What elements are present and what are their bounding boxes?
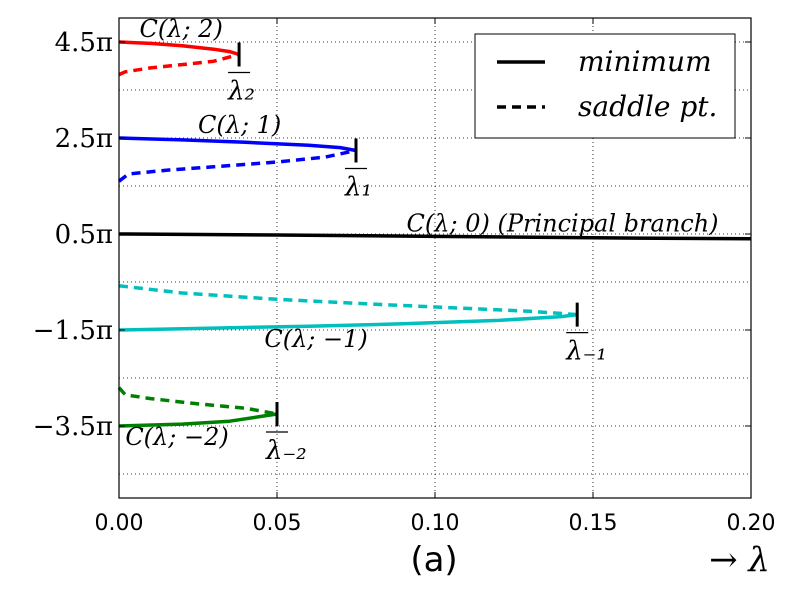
- x-tick-label: 0.15: [569, 511, 618, 536]
- y-tick-label: 0.5π: [55, 220, 113, 250]
- x-axis-label: → λ: [709, 540, 770, 580]
- y-tick-label: −1.5π: [33, 316, 113, 346]
- series-c-1-saddle: [118, 284, 578, 317]
- series-group: [117, 40, 752, 428]
- series-c-0-principal: [118, 232, 752, 241]
- series-c-2-minimum: [118, 412, 278, 428]
- y-tick-label: 4.5π: [55, 28, 113, 58]
- series-c-1-saddle: [117, 148, 357, 183]
- series-c-1-minimum: [118, 312, 578, 332]
- branch-annotation: C(λ; 2): [140, 15, 223, 43]
- series-c-2-minimum: [118, 40, 240, 57]
- x-tick-label: 0.10: [411, 511, 460, 536]
- branch-annotation: C(λ; 1): [198, 111, 281, 139]
- legend: minimum saddle pt.: [474, 33, 736, 139]
- series-c-1-minimum: [118, 136, 357, 153]
- branch-annotation: C(λ; 0) (Principal branch): [407, 210, 719, 238]
- legend-minimum-label: minimum: [578, 45, 712, 78]
- y-tick-label: 2.5π: [55, 124, 113, 154]
- y-tick-label: −3.5π: [33, 412, 113, 442]
- branch-annotation: C(λ; −1): [264, 325, 367, 353]
- turning-point-label: λ₁: [344, 172, 372, 202]
- turning-point-label: λ₂: [227, 76, 255, 106]
- series-c-2-saddle: [118, 52, 240, 77]
- axis-ticks: 0.00 0.05 0.10 0.15 0.20 4.5π 2.5π 0.5π −1.5π −3.…: [33, 18, 776, 536]
- legend-box: [474, 33, 736, 139]
- legend-saddle-label: saddle pt.: [578, 90, 717, 123]
- figure-caption: (a): [410, 540, 457, 580]
- x-tick-label: 0.05: [253, 511, 302, 536]
- turning-point-label: λ₋₁: [565, 337, 607, 367]
- branch-annotation: C(λ; −2): [125, 423, 228, 451]
- annotations: C(λ; 2) C(λ; 1) C(λ; 0) (Principal branch)…: [125, 15, 718, 451]
- series-c-2-saddle: [117, 386, 278, 416]
- x-tick-label: 0.20: [727, 511, 776, 536]
- turning-point-markers: λ₂ λ₁ λ₋₁ λ₋₂: [227, 42, 607, 466]
- turning-point-label: λ₋₂: [265, 436, 307, 466]
- x-tick-label: 0.00: [95, 511, 144, 536]
